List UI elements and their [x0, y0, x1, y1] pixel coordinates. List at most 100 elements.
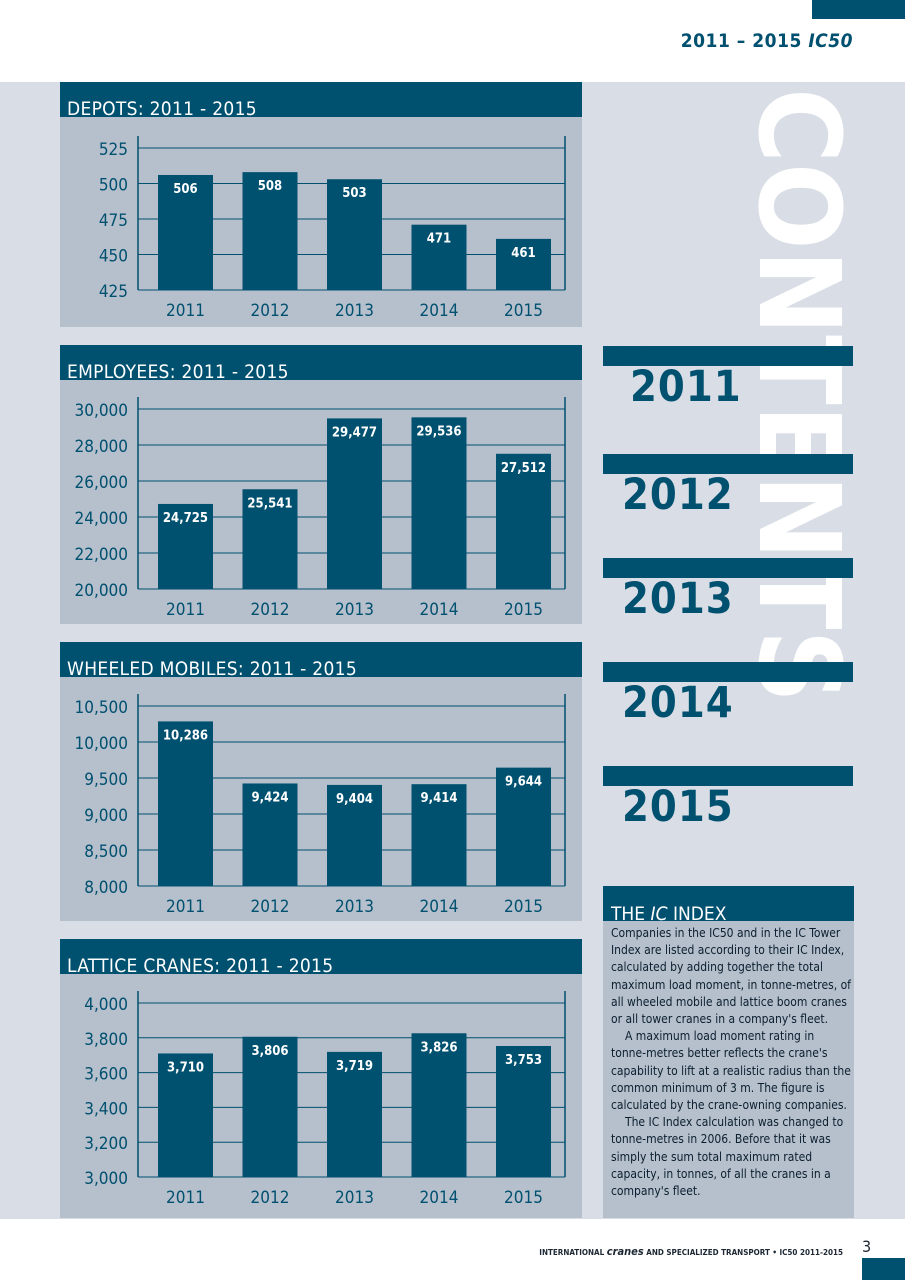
y-tick-label: 30,000 [75, 401, 129, 421]
x-category-label: 2014 [420, 600, 459, 620]
bar-value-label: 506 [173, 182, 197, 197]
ic-index-paragraph-1: Companies in the IC50 and in the IC Towe… [611, 926, 851, 1027]
bar-value-label: 9,414 [421, 791, 458, 806]
toc-year-2014[interactable]: 2014 [622, 678, 734, 728]
x-category-label: 2015 [504, 1188, 543, 1208]
bottom-accent-block [862, 1258, 905, 1280]
x-category-label: 2013 [335, 1188, 374, 1208]
employees-chart: 20,000 22,000 24,000 26,000 28,000 30,000 24,7… [75, 397, 566, 620]
watermark-text: CONTENTS [745, 88, 863, 703]
bar-2013 [327, 179, 382, 290]
bar-value-label: 10,286 [163, 728, 208, 743]
y-tick-label: 4,000 [84, 995, 128, 1015]
y-tick-label: 8,000 [84, 878, 128, 898]
y-tick-label: 3,800 [84, 1030, 128, 1050]
x-category-label: 2013 [335, 600, 374, 620]
toc-year-2012[interactable]: 2012 [622, 470, 734, 520]
y-tick-label: 9,000 [84, 806, 128, 826]
toc-year-2013[interactable]: 2013 [622, 574, 734, 624]
toc-year-2015[interactable]: 2015 [622, 782, 734, 832]
toc-page-2014[interactable]: 25 [831, 661, 853, 683]
toc-page-2012[interactable]: 11 [831, 453, 853, 475]
x-category-label: 2012 [251, 1188, 290, 1208]
y-tick-label: 26,000 [75, 473, 129, 493]
bar-value-label: 9,424 [252, 790, 289, 805]
chart-panel-employees [60, 345, 582, 624]
y-tick-label: 475 [99, 211, 128, 231]
bar-2014 [411, 1033, 467, 1177]
toc-label-2011[interactable]: IC50 [603, 345, 642, 367]
header-title: 2011 – 2015 IC50 [680, 30, 853, 52]
chart-titlebar-lattice-cranes [60, 939, 582, 974]
y-tick-label: 22,000 [75, 545, 129, 565]
toc-bar-2011 [603, 346, 853, 366]
bar-value-label: 461 [511, 246, 535, 261]
y-tick-label: 24,000 [75, 509, 129, 529]
bar-2015 [496, 238, 551, 290]
bar-2011 [158, 503, 213, 589]
bar-value-label: 27,512 [501, 461, 546, 476]
bar-value-label: 9,644 [505, 775, 542, 790]
bar-2015 [496, 1045, 551, 1177]
bar-value-label: 29,536 [416, 424, 461, 439]
x-category-label: 2015 [504, 301, 543, 321]
x-category-label: 2011 [166, 1188, 205, 1208]
y-tick-label: 3,600 [84, 1065, 128, 1085]
toc-year-2011[interactable]: 2011 [630, 362, 742, 412]
depots-chart: 425 450 475 500 525 506 2011 508 2012 503 2013 471 2… [99, 136, 566, 321]
y-tick-label: 3,000 [84, 1169, 128, 1189]
bar-2013 [327, 418, 382, 589]
bar-2014 [411, 417, 467, 589]
chart-panel-depots [60, 82, 582, 327]
bar-2012 [242, 783, 298, 886]
bar-value-label: 3,719 [336, 1059, 373, 1074]
chart-titlebar-depots [60, 82, 582, 117]
bar-value-label: 3,710 [167, 1060, 204, 1075]
y-tick-label: 20,000 [75, 581, 129, 601]
footer-credit: INTERNATIONAL cranes AND SPECIALIZED TRA… [539, 1245, 843, 1258]
chart-titlebar-employees [60, 345, 582, 380]
bar-2013 [327, 784, 382, 886]
y-tick-label: 450 [99, 247, 128, 267]
chart-titlebar-wheeled-mobiles [60, 642, 582, 677]
toc-page-2015[interactable]: 31 [831, 765, 853, 787]
chart-title-depots: DEPOTS: 2011 - 2015 [67, 98, 257, 120]
y-tick-label: 3,400 [84, 1099, 128, 1119]
ic-index-titlebar [603, 886, 854, 921]
y-tick-label: 10,000 [75, 734, 129, 754]
chart-title-employees: EMPLOYEES: 2011 - 2015 [67, 361, 289, 383]
wheeled-mobiles-chart: 8,000 8,500 9,000 9,500 10,000 10,500 10,286 20… [75, 694, 566, 917]
bar-value-label: 3,753 [505, 1053, 542, 1068]
bar-2011 [158, 1053, 213, 1177]
bar-2012 [242, 489, 298, 589]
toc-label-2015[interactable]: IC50 [603, 765, 642, 787]
toc-bar-2014 [603, 662, 853, 682]
bar-2011 [158, 174, 213, 290]
x-category-label: 2011 [166, 897, 205, 917]
x-category-label: 2012 [251, 600, 290, 620]
toc-page-2013[interactable]: 19 [831, 557, 853, 579]
x-category-label: 2013 [335, 897, 374, 917]
y-tick-label: 500 [99, 176, 128, 196]
y-tick-label: 525 [99, 140, 128, 160]
bar-2011 [158, 721, 213, 886]
toc-bar-2013 [603, 558, 853, 578]
toc-bar-2012 [603, 454, 853, 474]
x-category-label: 2015 [504, 897, 543, 917]
bar-2015 [496, 767, 551, 886]
bar-value-label: 9,404 [336, 792, 373, 807]
x-category-label: 2011 [166, 301, 205, 321]
chart-title-lattice-cranes: LATTICE CRANES: 2011 - 2015 [67, 955, 334, 977]
toc-label-2013[interactable]: IC50 [603, 557, 642, 579]
bar-value-label: 471 [427, 232, 451, 247]
toc-page-2011[interactable]: 5 [842, 345, 853, 367]
toc-label-2014[interactable]: IC50 [603, 661, 642, 683]
ic-index-paragraph-2: A maximum load moment rating in tonne-me… [611, 1029, 851, 1113]
bar-value-label: 24,725 [163, 511, 208, 526]
y-tick-label: 3,200 [84, 1134, 128, 1154]
bar-value-label: 508 [258, 179, 282, 194]
toc-label-2012[interactable]: IC50 [603, 453, 642, 475]
x-category-label: 2012 [251, 301, 290, 321]
chart-panel-wheeled-mobiles [60, 642, 582, 921]
top-accent-block [812, 0, 905, 19]
